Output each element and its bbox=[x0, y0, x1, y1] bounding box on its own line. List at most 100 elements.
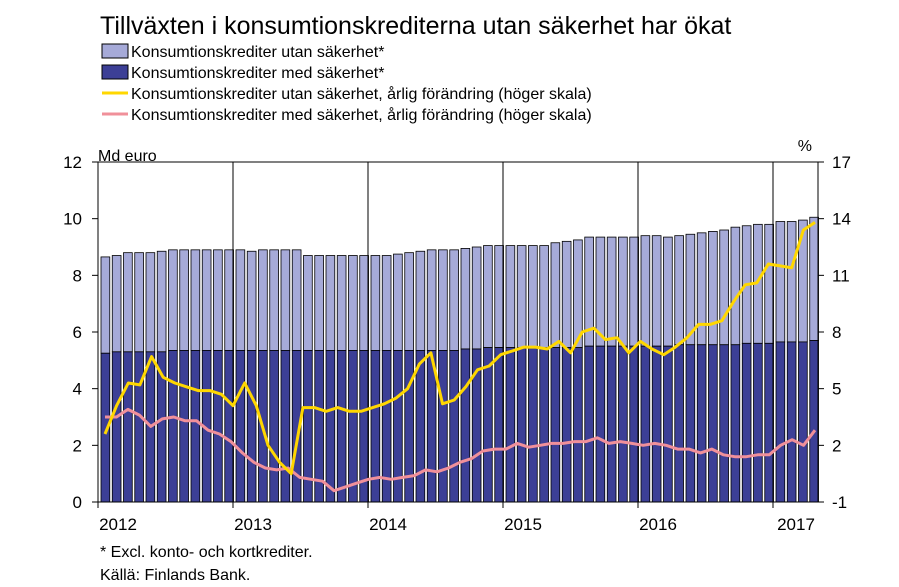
bar-unsecured bbox=[190, 249, 201, 351]
x-tick-label: 2015 bbox=[504, 515, 542, 534]
bar-secured bbox=[224, 350, 234, 503]
bar-unsecured bbox=[696, 232, 707, 346]
legend-label: Konsumtionskrediter utan säkerhet, årlig… bbox=[131, 85, 592, 103]
bar-secured bbox=[449, 350, 459, 503]
bar-unsecured bbox=[201, 249, 212, 351]
bar-secured bbox=[651, 345, 662, 503]
bar-unsecured bbox=[606, 236, 617, 347]
y-axis-label: Md euro bbox=[98, 148, 157, 165]
legend-swatch bbox=[101, 43, 129, 59]
bar-unsecured bbox=[786, 221, 797, 343]
bar-secured bbox=[550, 347, 561, 503]
bar-secured bbox=[438, 350, 448, 503]
bar-secured bbox=[618, 345, 628, 503]
x-tick-label: 2012 bbox=[99, 515, 137, 534]
bar-secured bbox=[573, 347, 583, 503]
bar-unsecured bbox=[775, 221, 786, 343]
bar-secured bbox=[798, 341, 808, 503]
line-unsecured-growth bbox=[103, 221, 816, 476]
bar-unsecured bbox=[471, 246, 482, 350]
bar-unsecured bbox=[708, 231, 718, 346]
bar-secured bbox=[246, 350, 257, 503]
bar-secured bbox=[786, 341, 797, 503]
bar-unsecured bbox=[516, 245, 527, 348]
bar-unsecured bbox=[809, 216, 819, 341]
bar-unsecured bbox=[415, 250, 426, 351]
bar-unsecured bbox=[348, 255, 358, 351]
bar-secured bbox=[460, 348, 471, 503]
line-secured-growth bbox=[105, 407, 817, 493]
bar-secured bbox=[213, 350, 223, 503]
chart-title: Tillväxten i konsumtionskrediterna utan … bbox=[100, 12, 731, 40]
y2-tick-label: 8 bbox=[832, 323, 841, 342]
bar-unsecured bbox=[629, 236, 639, 347]
legend-label: Konsumtionskrediter med säkerhet* bbox=[131, 65, 384, 82]
bar-secured bbox=[179, 350, 189, 503]
bar-secured bbox=[235, 350, 246, 503]
y2-tick-label: 5 bbox=[832, 380, 841, 399]
bar-secured bbox=[269, 350, 279, 503]
y2-tick-label: 17 bbox=[832, 153, 851, 172]
bar-secured bbox=[483, 347, 493, 503]
bar-secured bbox=[640, 345, 651, 503]
bar-secured bbox=[168, 350, 178, 503]
bar-unsecured bbox=[303, 255, 313, 351]
bar-unsecured bbox=[168, 249, 178, 351]
legend-swatch bbox=[101, 64, 129, 80]
bar-unsecured bbox=[291, 249, 302, 351]
bar-secured bbox=[528, 347, 538, 503]
legend: Konsumtionskrediter utan säkerhet* Konsum… bbox=[101, 43, 592, 124]
bar-unsecured bbox=[730, 226, 741, 346]
bar-unsecured bbox=[156, 250, 167, 353]
bar-unsecured bbox=[539, 245, 549, 348]
bar-secured bbox=[348, 350, 358, 503]
y-tick-label: 0 bbox=[73, 493, 82, 512]
bar-secured bbox=[190, 350, 201, 503]
bar-unsecured bbox=[370, 255, 381, 351]
axes: 0 2 4 6 8 10 12 -1 2 5 8 11 14 17 2012 2013 2014 2015 2016… bbox=[63, 153, 851, 534]
bar-secured bbox=[494, 347, 504, 503]
bar-unsecured bbox=[561, 240, 572, 348]
bar-unsecured bbox=[280, 249, 291, 351]
y2-tick-label: 2 bbox=[832, 436, 841, 455]
bar-unsecured bbox=[528, 245, 538, 348]
bar-unsecured bbox=[719, 229, 729, 346]
bar-secured bbox=[404, 350, 414, 503]
footnote: * Excl. konto- och kortkrediter. bbox=[100, 544, 313, 561]
bar-unsecured bbox=[651, 235, 662, 347]
bar-unsecured bbox=[100, 256, 111, 354]
bar-secured bbox=[708, 344, 718, 503]
source-note: Källä: Finlands Bank. bbox=[100, 567, 250, 584]
plot-area bbox=[100, 162, 819, 503]
y2-tick-label: -1 bbox=[832, 493, 847, 512]
bar-unsecured bbox=[325, 255, 336, 351]
bar-unsecured bbox=[640, 235, 651, 347]
x-tick-label: 2017 bbox=[777, 515, 815, 534]
bar-unsecured bbox=[224, 249, 234, 351]
bar-secured bbox=[741, 342, 752, 503]
bar-unsecured bbox=[404, 252, 414, 351]
bar-secured bbox=[415, 350, 426, 503]
bar-unsecured bbox=[359, 255, 369, 351]
bar-unsecured bbox=[483, 245, 493, 348]
bar-unsecured bbox=[123, 252, 133, 353]
x-tick-label: 2016 bbox=[639, 515, 677, 534]
y-tick-label: 12 bbox=[63, 153, 82, 172]
bar-unsecured bbox=[269, 249, 279, 351]
y2-tick-label: 11 bbox=[832, 266, 850, 285]
bar-unsecured bbox=[213, 249, 223, 351]
bar-secured bbox=[719, 344, 729, 503]
bar-secured bbox=[764, 342, 774, 503]
y-tick-label: 2 bbox=[73, 436, 82, 455]
bar-unsecured bbox=[179, 249, 189, 351]
bar-unsecured bbox=[258, 249, 268, 351]
bar-unsecured bbox=[674, 235, 684, 346]
bar-unsecured bbox=[426, 249, 437, 351]
bar-secured bbox=[674, 344, 684, 503]
bar-unsecured bbox=[314, 255, 324, 351]
bar-secured bbox=[539, 347, 549, 503]
bar-secured bbox=[753, 342, 763, 503]
bar-secured bbox=[123, 351, 133, 503]
bar-secured bbox=[696, 344, 707, 503]
bar-secured bbox=[730, 344, 741, 503]
